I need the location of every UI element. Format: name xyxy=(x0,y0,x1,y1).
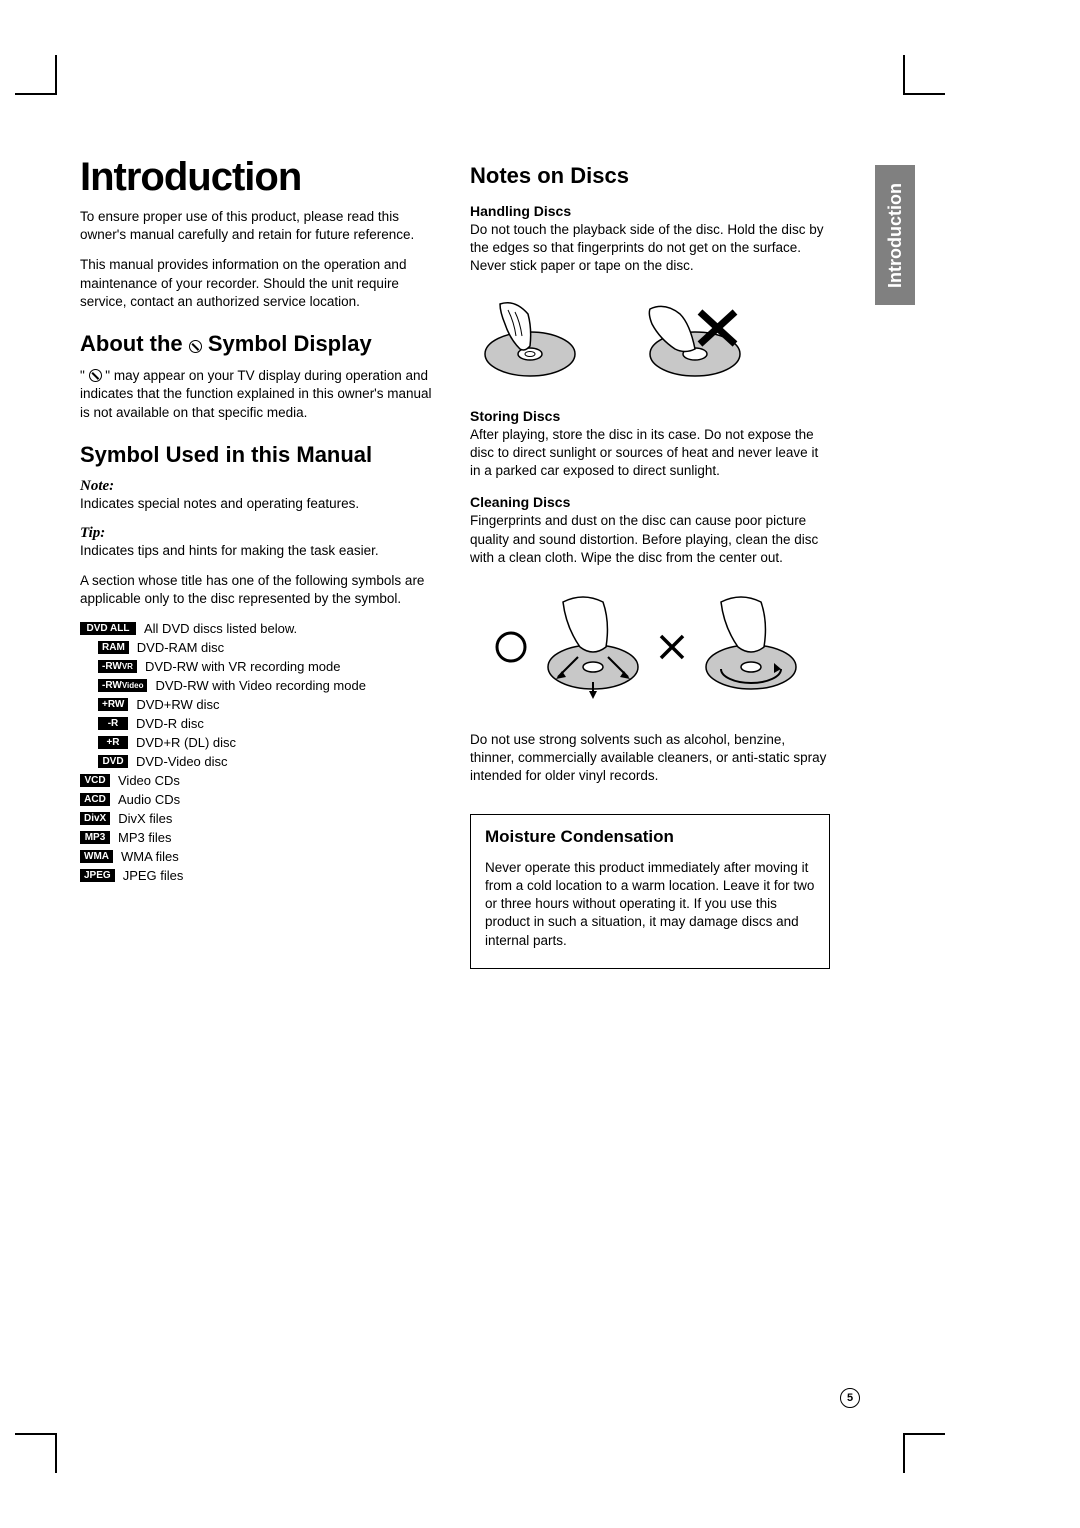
disc-description: DVD+RW disc xyxy=(136,697,219,712)
symbol-row: DVD DVD-Video disc xyxy=(98,754,440,769)
cleaning-illustrations xyxy=(470,587,830,707)
heading-text: About the xyxy=(80,331,189,356)
symbol-row: +R DVD+R (DL) disc xyxy=(98,735,440,750)
x-wrong-icon xyxy=(658,633,686,661)
disc-badge: RAM xyxy=(98,641,129,654)
disc-description: DVD-RW with VR recording mode xyxy=(145,659,341,674)
page-content: Introduction To ensure proper use of thi… xyxy=(0,0,1080,1029)
disc-touch-wrong-icon xyxy=(630,294,750,384)
cleaning-discs-paragraph: Fingerprints and dust on the disc can ca… xyxy=(470,512,830,567)
symbol-row: JPEG JPEG files xyxy=(80,868,440,883)
prohibit-icon xyxy=(89,369,102,382)
page-title: Introduction xyxy=(80,155,440,200)
moisture-paragraph: Never operate this product immediately a… xyxy=(485,859,815,950)
crop-mark xyxy=(55,1433,57,1473)
symbol-list: DVD ALL All DVD discs listed below. RAM DVD… xyxy=(80,621,440,883)
disc-description: WMA files xyxy=(121,849,179,864)
symbol-row: WMA WMA files xyxy=(80,849,440,864)
handling-discs-heading: Handling Discs xyxy=(470,203,830,219)
symbols-used-heading: Symbol Used in this Manual xyxy=(80,442,440,468)
wipe-radial-icon xyxy=(538,587,648,707)
disc-badge: -RWVR xyxy=(98,660,137,673)
disc-badge: ACD xyxy=(80,793,110,806)
disc-badge: JPEG xyxy=(80,869,115,882)
disc-badge: VCD xyxy=(80,774,110,787)
disc-badge: DVD xyxy=(98,755,128,768)
disc-description: DVD-Video disc xyxy=(136,754,228,769)
tip-description: Indicates tips and hints for making the … xyxy=(80,542,440,560)
page-number-value: 5 xyxy=(847,1392,853,1404)
disc-description: DivX files xyxy=(118,811,172,826)
disc-badge: -R xyxy=(98,717,128,730)
note-label: Note: xyxy=(80,478,440,495)
tip-label: Tip: xyxy=(80,525,440,542)
disc-badge: MP3 xyxy=(80,831,110,844)
symbol-row: MP3 MP3 files xyxy=(80,830,440,845)
disc-description: JPEG files xyxy=(123,868,184,883)
disc-badge: DVD ALL xyxy=(80,622,136,635)
disc-description: Audio CDs xyxy=(118,792,180,807)
moisture-heading: Moisture Condensation xyxy=(485,827,815,847)
symbol-row: RAM DVD-RAM disc xyxy=(98,640,440,655)
symbol-row: +RW DVD+RW disc xyxy=(98,697,440,712)
disc-badge: +R xyxy=(98,736,128,749)
disc-description: All DVD discs listed below. xyxy=(144,621,297,636)
note-description: Indicates special notes and operating fe… xyxy=(80,495,440,513)
notes-on-discs-heading: Notes on Discs xyxy=(470,163,830,189)
page-number: 5 xyxy=(840,1388,860,1408)
disc-hold-correct-icon xyxy=(470,294,590,384)
crop-mark xyxy=(15,1433,55,1435)
disc-description: DVD+R (DL) disc xyxy=(136,735,236,750)
symbol-row: -RWVR DVD-RW with VR recording mode xyxy=(98,659,440,674)
disc-description: DVD-RW with Video recording mode xyxy=(155,678,366,693)
storing-discs-heading: Storing Discs xyxy=(470,408,830,424)
circle-correct-icon xyxy=(494,630,528,664)
symbol-row: -RWVideo DVD-RW with Video recording mode xyxy=(98,678,440,693)
symbol-row: ACD Audio CDs xyxy=(80,792,440,807)
solvents-paragraph: Do not use strong solvents such as alcoh… xyxy=(470,731,830,786)
symbol-row: DivX DivX files xyxy=(80,811,440,826)
about-symbol-paragraph: " " may appear on your TV display during… xyxy=(80,367,440,422)
intro-paragraph-1: To ensure proper use of this product, pl… xyxy=(80,208,440,244)
right-column: Notes on Discs Handling Discs Do not tou… xyxy=(470,155,830,969)
cleaning-discs-heading: Cleaning Discs xyxy=(470,494,830,510)
handling-discs-paragraph: Do not touch the playback side of the di… xyxy=(470,221,830,276)
prohibit-icon xyxy=(189,340,202,353)
crop-mark xyxy=(903,1433,905,1473)
disc-badge: WMA xyxy=(80,850,113,863)
wipe-circular-icon xyxy=(696,587,806,707)
section-symbol-description: A section whose title has one of the fol… xyxy=(80,572,440,608)
disc-description: DVD-R disc xyxy=(136,716,204,731)
about-symbol-heading: About the Symbol Display xyxy=(80,331,440,357)
disc-description: DVD-RAM disc xyxy=(137,640,224,655)
storing-discs-paragraph: After playing, store the disc in its cas… xyxy=(470,426,830,481)
symbol-row: DVD ALL All DVD discs listed below. xyxy=(80,621,440,636)
handling-illustrations xyxy=(470,294,830,384)
disc-badge: +RW xyxy=(98,698,128,711)
intro-paragraph-2: This manual provides information on the … xyxy=(80,256,440,311)
heading-text: Symbol Display xyxy=(202,331,372,356)
disc-description: MP3 files xyxy=(118,830,171,845)
symbol-row: -R DVD-R disc xyxy=(98,716,440,731)
body-text: " xyxy=(80,368,89,383)
disc-badge: -RWVideo xyxy=(98,679,147,692)
moisture-condensation-box: Moisture Condensation Never operate this… xyxy=(470,814,830,969)
symbol-row: VCD Video CDs xyxy=(80,773,440,788)
body-text: " may appear on your TV display during o… xyxy=(80,368,432,419)
left-column: Introduction To ensure proper use of thi… xyxy=(80,155,440,969)
crop-mark xyxy=(905,1433,945,1435)
disc-description: Video CDs xyxy=(118,773,180,788)
disc-badge: DivX xyxy=(80,812,110,825)
